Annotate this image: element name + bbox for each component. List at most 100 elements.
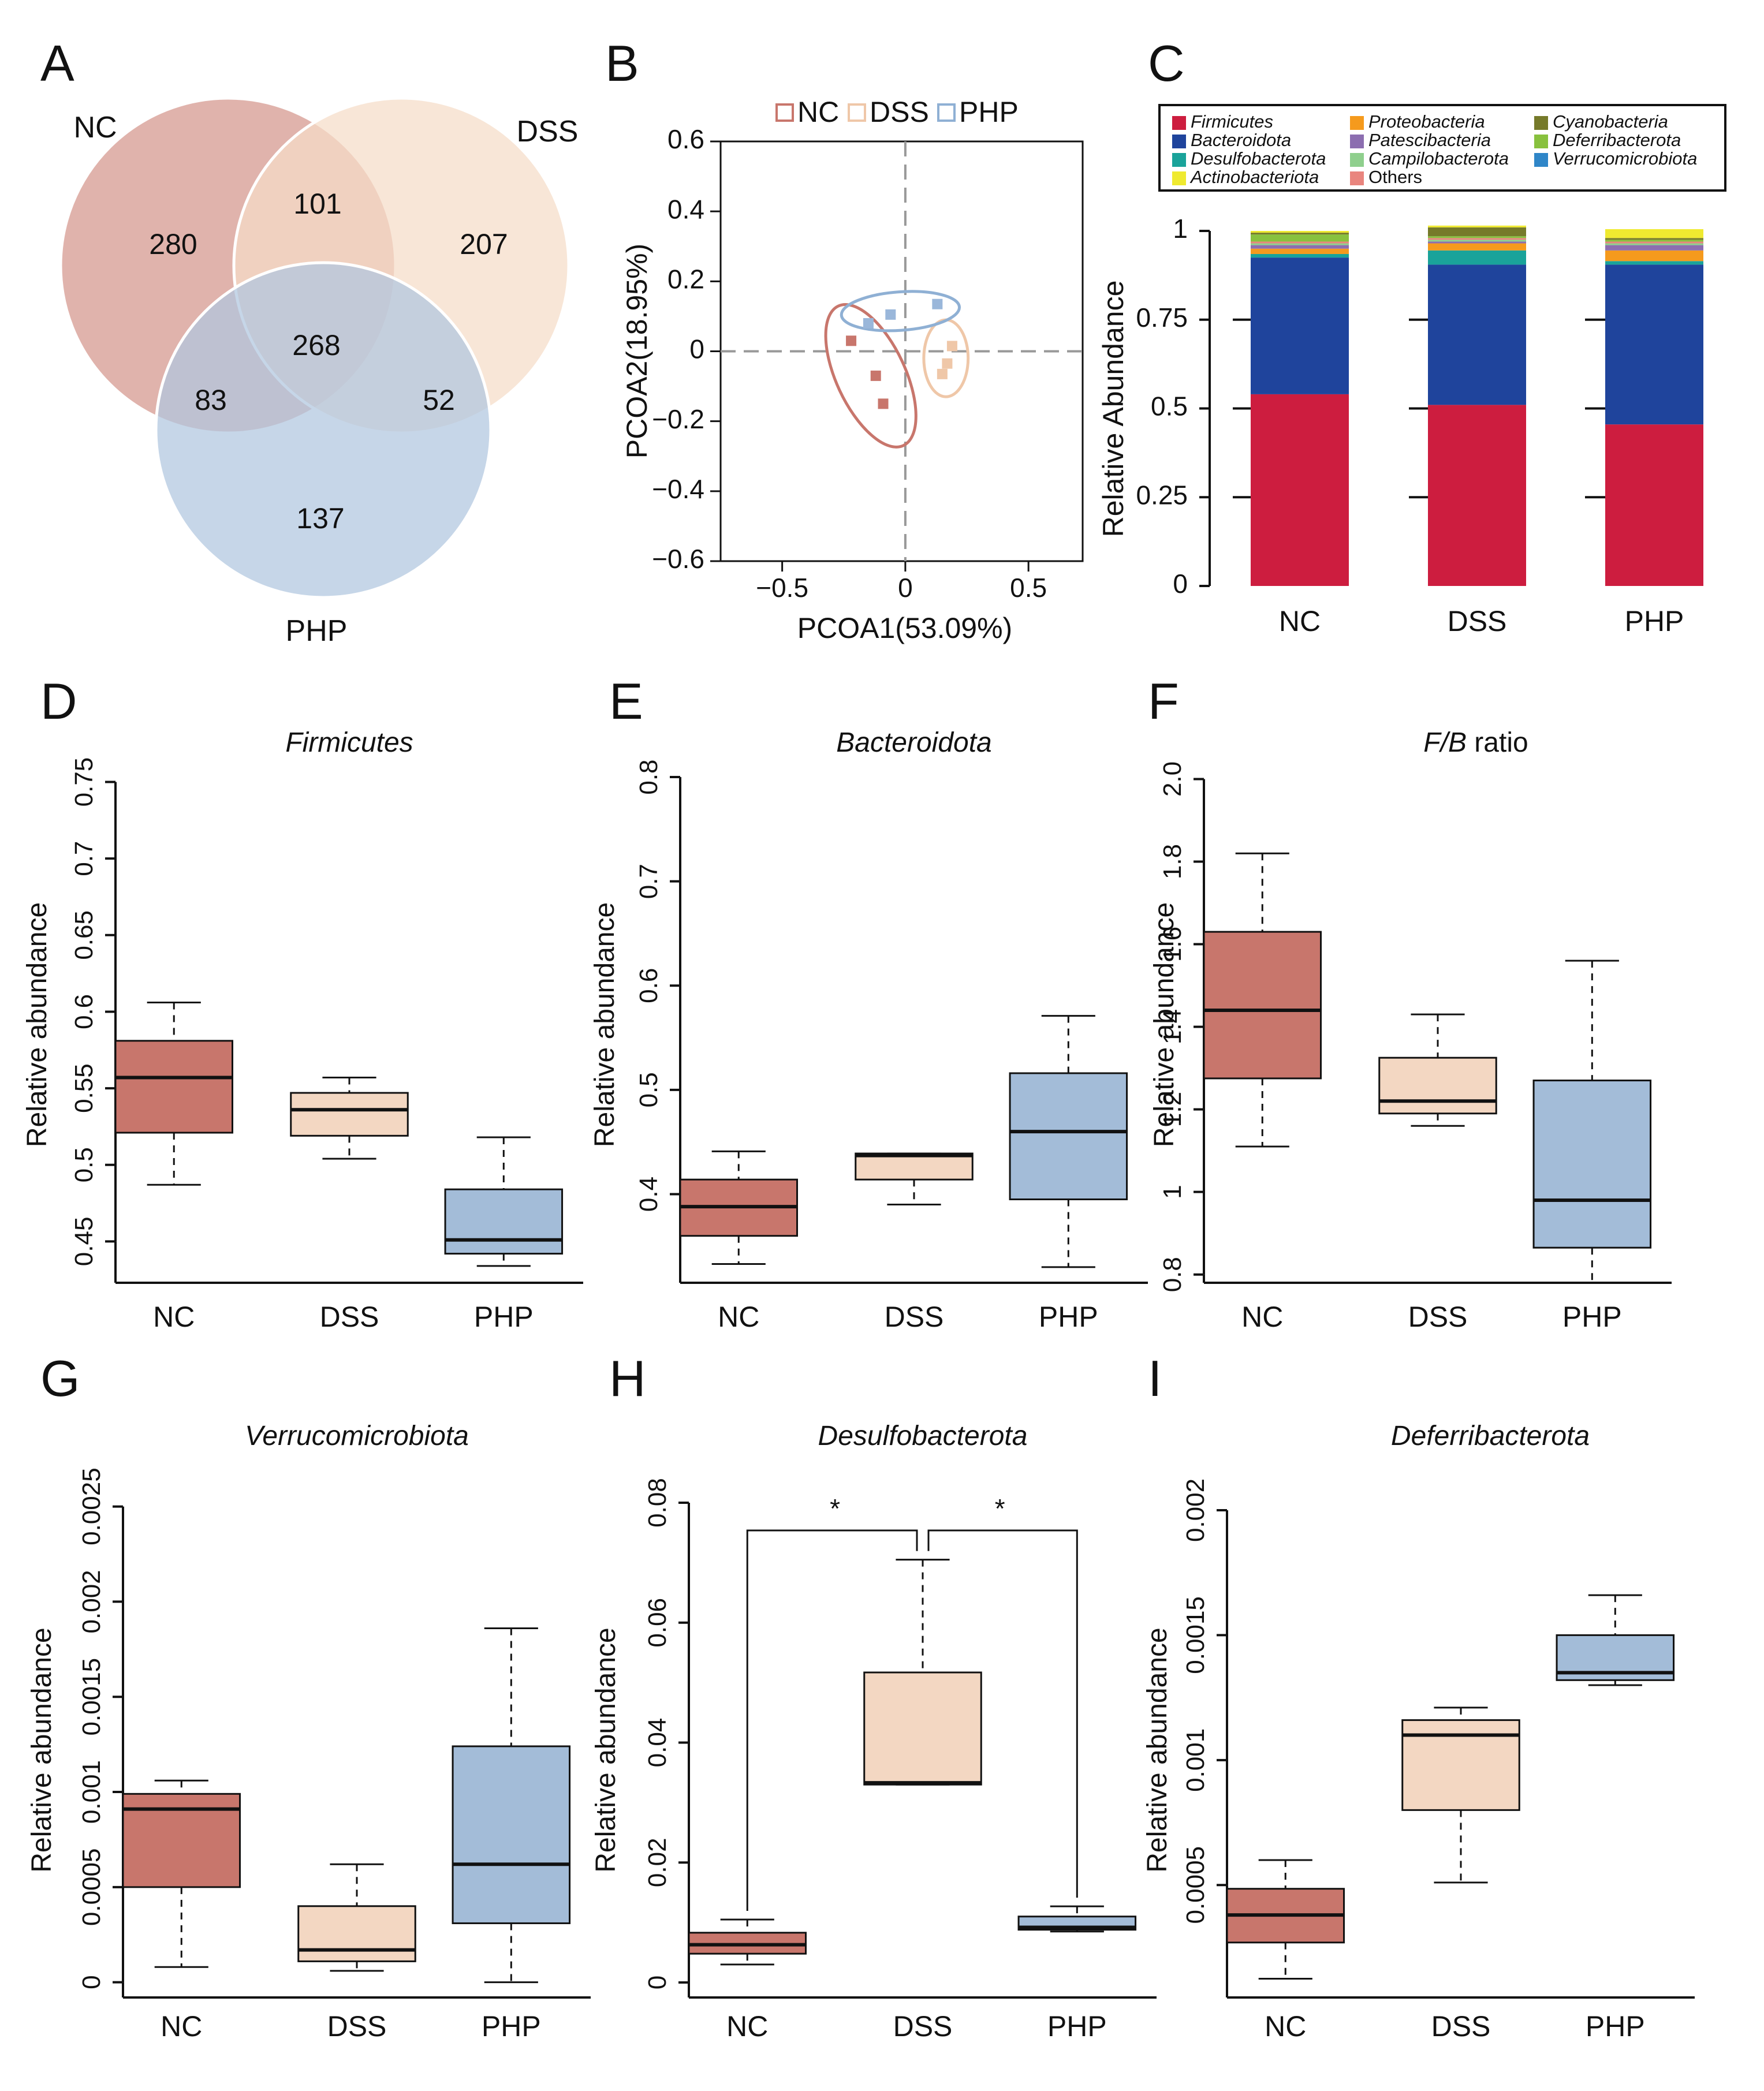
venn-count-nc-php: 83	[195, 384, 227, 416]
y-tick-label: 0.6	[635, 968, 663, 1003]
bar-segment-others	[1251, 241, 1349, 244]
y-tick-label: 0.5	[635, 1072, 663, 1107]
bar-segment-firmicutes	[1605, 424, 1703, 586]
legend-label-deferribacterota: Deferribacterota	[1553, 130, 1681, 150]
stacked-bar-chart: FirmicutesBacteroidotaDesulfobacterotaAc…	[1097, 104, 1726, 637]
bar-segment-deferribacterota	[1428, 236, 1526, 238]
panel-letter-F: F	[1148, 673, 1179, 730]
y-tick-label: 0.002	[1181, 1478, 1210, 1542]
bar-segment-bacteroidota	[1428, 264, 1526, 405]
y-tick-label: 0.4	[667, 194, 704, 224]
legend-label-dss: DSS	[870, 96, 929, 128]
y-tick-label: 0.06	[643, 1598, 672, 1648]
y-tick-label: 0.8	[635, 759, 663, 794]
venn-count-dss-only: 207	[460, 228, 508, 260]
legend-label-campilobacterota: Campilobacterota	[1368, 148, 1509, 169]
venn-count-nc-dss: 101	[293, 188, 341, 220]
box-plot-f: 0.8 1 1.2 1.4 1.6 1.8 2.0 F/B ratio Relative abu…	[1149, 727, 1672, 1333]
legend-swatch-campilobacterota	[1350, 153, 1364, 167]
x-category-label: PHP	[1047, 2010, 1107, 2043]
panel-title: Desulfobacterota	[818, 1421, 1028, 1451]
y-tick-label: 0.001	[1181, 1728, 1210, 1792]
x-category-label: DSS	[327, 2010, 387, 2043]
x-tick-label: 0	[898, 573, 913, 603]
y-tick-label: 0.002	[77, 1570, 106, 1633]
bar-segment-actinobacteriota	[1428, 225, 1526, 227]
legend-label-patescibacteria: Patescibacteria	[1368, 130, 1491, 150]
box-plot-h: 0 0.02 0.04 0.06 0.08 Desulfobacterota Relativ…	[591, 1421, 1157, 2043]
bar-segment-others	[1605, 241, 1703, 244]
x-axis-label: PCOA1(53.09%)	[797, 612, 1012, 644]
panel-title-main: Deferribacterota	[1391, 1421, 1590, 1451]
y-axis-label: PCOA2(18.95%)	[621, 244, 653, 458]
panel-title-main: Desulfobacterota	[818, 1421, 1028, 1451]
point-nc	[870, 370, 881, 381]
y-tick-label: 0.55	[70, 1063, 98, 1113]
y-tick-label: 0.04	[643, 1718, 672, 1768]
y-tick-label: 0.4	[635, 1177, 663, 1212]
box-plot-g: 0 0.0005 0.001 0.0015 0.002 0.0025 Verrucomicr…	[27, 1421, 591, 2043]
y-tick-label: 0.5	[1151, 391, 1188, 421]
legend-swatch-bacteroidota	[1172, 135, 1186, 148]
bar-segment-firmicutes	[1428, 405, 1526, 586]
y-tick-label: 1.2	[1158, 1092, 1187, 1127]
venn-count-nc-only: 280	[149, 228, 197, 260]
box-dss	[863, 1671, 982, 1786]
y-axis-label: Relative abundance	[22, 902, 53, 1147]
legend-label-desulfobacterota: Desulfobacterota	[1191, 148, 1326, 169]
y-tick-label: 0.0015	[1181, 1596, 1210, 1674]
bar-segment-cyanobacteria	[1605, 238, 1703, 240]
y-tick-label: 0.7	[635, 864, 663, 899]
legend-label-actinobacteriota: Actinobacteriota	[1189, 167, 1319, 187]
bar-segment-campilobacterota	[1428, 240, 1526, 242]
significance-bracket	[746, 1529, 918, 1911]
bar-segment-proteobacteria	[1428, 243, 1526, 251]
ellipse-nc	[824, 303, 918, 449]
bar-segment-deferribacterota	[1251, 234, 1349, 242]
bar-segment-patescibacteria	[1428, 241, 1526, 244]
y-tick-label: 0	[1173, 569, 1188, 599]
y-tick-label: 1.8	[1158, 844, 1187, 879]
y-axis-label: Relative abundance	[590, 902, 620, 1147]
y-tick-label: 0.25	[1136, 480, 1188, 510]
y-axis-label: Relative Abundance	[1097, 281, 1129, 537]
bar-segment-campilobacterota	[1251, 243, 1349, 245]
legend-swatch-cyanobacteria	[1534, 116, 1548, 130]
y-tick-label: 0.0015	[77, 1658, 106, 1736]
bar-segment-desulfobacterota	[1428, 250, 1526, 265]
legend-label-verrucomicrobiota: Verrucomicrobiota	[1553, 148, 1697, 169]
box-plot-d: 0.45 0.5 0.55 0.6 0.65 0.7 0.75 Firmicutes Relat…	[22, 727, 583, 1333]
box-dss	[297, 1905, 416, 1962]
y-tick-label: 0.0005	[77, 1849, 106, 1926]
x-category-label: NC	[161, 2010, 202, 2043]
y-tick-label: 0.0005	[1181, 1846, 1210, 1924]
x-category-label: NC	[718, 1301, 759, 1333]
x-category-label: PHP	[1586, 2010, 1645, 2043]
y-tick-label: 0	[689, 334, 704, 364]
bar-segment-patescibacteria	[1251, 245, 1349, 249]
legend-swatch-nc	[775, 103, 794, 122]
panel-title: Deferribacterota	[1391, 1421, 1590, 1451]
y-axis-label: Relative abundance	[1142, 1627, 1173, 1872]
y-tick-label: 0.5	[70, 1147, 98, 1182]
y-tick-label: 0	[77, 1975, 106, 1989]
box-php	[1532, 1080, 1652, 1249]
y-tick-label: 1.6	[1158, 927, 1187, 962]
x-category-label: NC	[1241, 1301, 1283, 1333]
box-dss	[1378, 1056, 1497, 1115]
x-category-label: DSS	[893, 2010, 953, 2043]
x-category-label: DSS	[320, 1301, 379, 1333]
legend-label-nc: NC	[797, 96, 839, 128]
x-category-label: DSS	[1431, 2010, 1491, 2043]
box-php	[444, 1188, 564, 1255]
panel-letter-C: C	[1148, 35, 1185, 92]
y-tick-label: 0.02	[643, 1838, 672, 1887]
x-category-label: PHP	[474, 1301, 534, 1333]
bar-segment-desulfobacterota	[1605, 261, 1703, 265]
y-tick-label: −0.4	[652, 474, 704, 504]
significance-bracket	[927, 1529, 1078, 1898]
x-category-label: DSS	[1408, 1301, 1468, 1333]
y-tick-label: 0.001	[77, 1760, 106, 1824]
legend-label-others: Others	[1368, 167, 1422, 187]
venn-set-label-nc: NC	[73, 111, 117, 144]
